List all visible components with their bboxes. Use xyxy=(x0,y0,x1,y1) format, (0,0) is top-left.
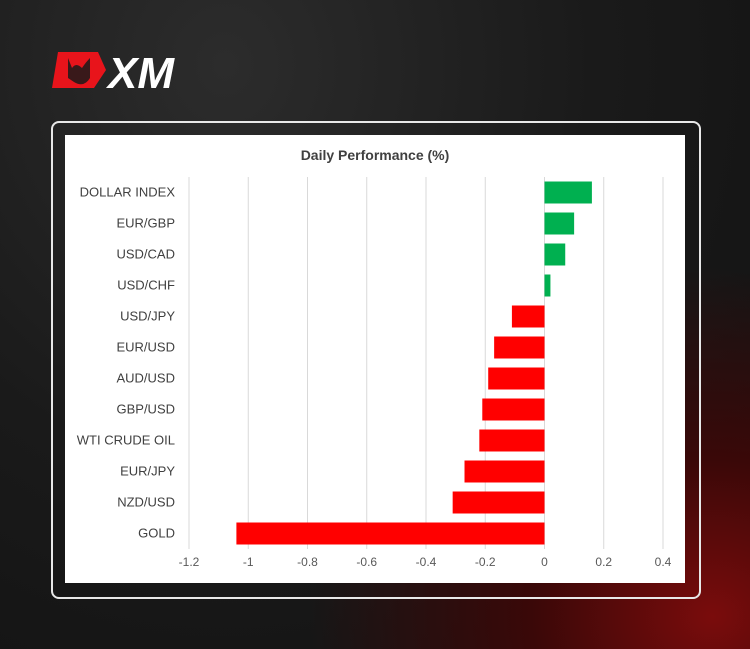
category-label: EUR/GBP xyxy=(116,216,175,231)
x-tick-label: -1.2 xyxy=(179,555,200,569)
bar xyxy=(464,460,545,483)
bar-chart: Daily Performance (%) -1.2 -1 -0.8 -0.6 -0.4… xyxy=(77,147,672,569)
category-label: WTI CRUDE OIL xyxy=(77,433,175,448)
category-label: NZD/USD xyxy=(117,495,175,510)
bar xyxy=(236,522,545,545)
x-tick-label: -0.8 xyxy=(297,555,318,569)
category-label: EUR/USD xyxy=(116,340,175,355)
category-label: USD/CHF xyxy=(117,278,175,293)
bar xyxy=(544,274,551,297)
bar xyxy=(511,305,545,328)
bar xyxy=(544,181,592,204)
category-label: USD/JPY xyxy=(120,309,175,324)
bar xyxy=(488,367,545,390)
bar xyxy=(452,491,545,514)
chart-area: Daily Performance (%) -1.2 -1 -0.8 -0.6 -0.4… xyxy=(65,135,685,583)
x-tick-label: -0.2 xyxy=(475,555,496,569)
xm-logo: XM xyxy=(52,49,175,93)
category-label: GOLD xyxy=(138,526,175,541)
category-label: GBP/USD xyxy=(116,402,175,417)
x-tick-label: 0.4 xyxy=(655,555,672,569)
logo-text: XM xyxy=(105,49,175,93)
bar xyxy=(482,398,545,421)
bar xyxy=(544,212,575,235)
chart-title: Daily Performance (%) xyxy=(301,147,450,163)
x-tick-label: 0 xyxy=(541,555,548,569)
chart-card xyxy=(51,121,701,599)
category-label: DOLLAR INDEX xyxy=(80,185,176,200)
x-tick-label: -0.4 xyxy=(416,555,437,569)
bar xyxy=(544,243,566,266)
bar xyxy=(479,429,545,452)
category-label: AUD/USD xyxy=(116,371,175,386)
bar xyxy=(494,336,545,359)
category-label: USD/CAD xyxy=(116,247,175,262)
x-tick-label: -0.6 xyxy=(356,555,377,569)
x-tick-label: 0.2 xyxy=(595,555,612,569)
category-label: EUR/JPY xyxy=(120,464,175,479)
x-tick-label: -1 xyxy=(243,555,254,569)
